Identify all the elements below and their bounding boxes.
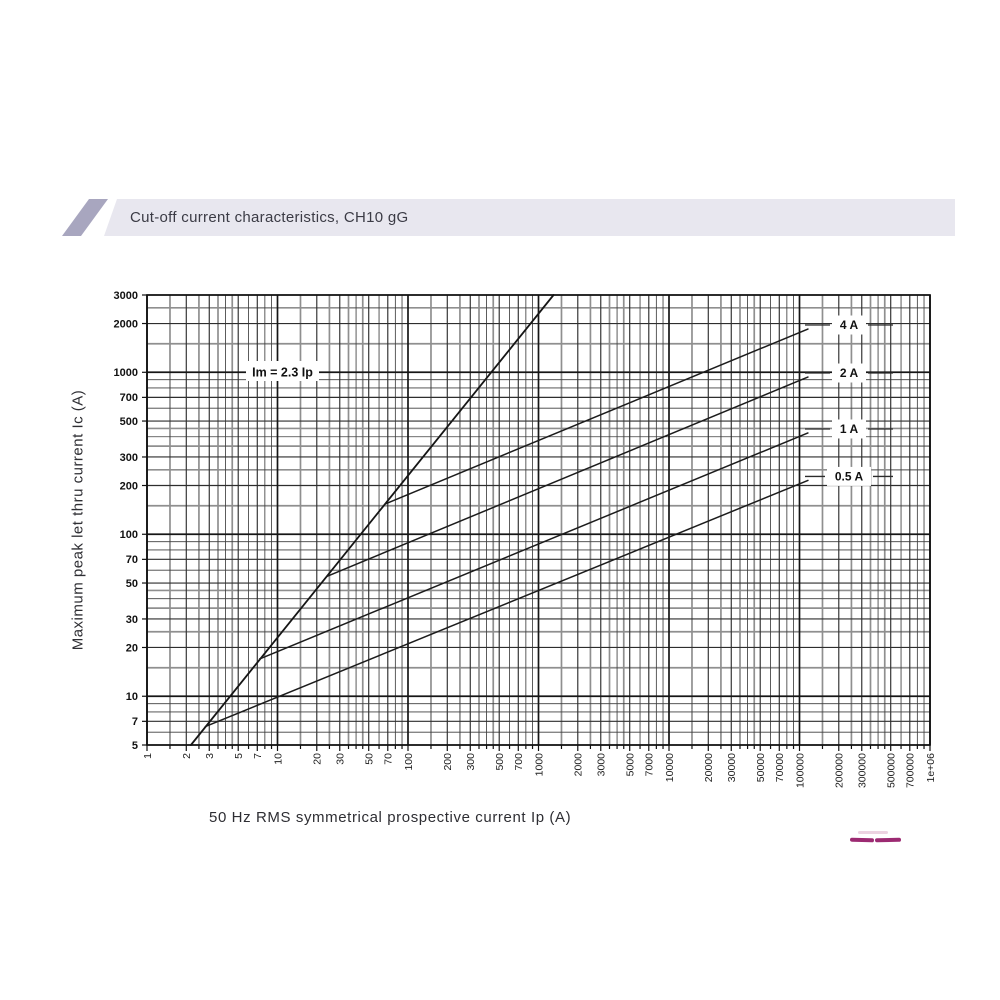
curve-label-4A: 4 A	[840, 318, 859, 332]
svg-text:30: 30	[126, 614, 138, 626]
svg-text:50: 50	[364, 753, 376, 765]
svg-text:2000: 2000	[573, 753, 585, 777]
svg-text:500: 500	[494, 753, 506, 771]
svg-text:5000: 5000	[625, 753, 637, 777]
svg-text:70000: 70000	[774, 753, 786, 782]
y-axis-title: Maximum peak let thru current Ic (A)	[69, 389, 87, 651]
svg-text:1000: 1000	[114, 367, 138, 379]
svg-text:100: 100	[403, 753, 415, 771]
svg-text:50000: 50000	[755, 753, 767, 782]
svg-text:20: 20	[312, 753, 324, 765]
svg-text:10000: 10000	[664, 753, 676, 782]
svg-text:2000: 2000	[114, 318, 138, 330]
section-title: Cut-off current characteristics, CH10 gG	[130, 209, 409, 226]
curve-0.5A	[204, 479, 809, 728]
partial-logo-mark	[848, 828, 904, 846]
svg-text:30: 30	[335, 753, 347, 765]
svg-text:3000: 3000	[596, 753, 608, 777]
svg-text:700: 700	[513, 753, 525, 771]
plot-border	[146, 294, 931, 746]
svg-text:3: 3	[204, 753, 216, 759]
svg-text:1e+06: 1e+06	[925, 753, 937, 783]
svg-text:200: 200	[120, 480, 138, 492]
curve-labels: 4 A 2 A 1 A 0.5 A	[805, 315, 893, 486]
svg-text:7: 7	[252, 753, 264, 759]
svg-text:300000: 300000	[857, 753, 869, 788]
svg-text:700000: 700000	[905, 753, 917, 788]
svg-text:300: 300	[465, 753, 477, 771]
reference-line-label: Im = 2.3 Ip	[246, 361, 319, 381]
logo-fragment-stroke-left	[849, 837, 875, 842]
curve-label-1A: 1 A	[840, 422, 859, 436]
svg-text:5: 5	[132, 740, 138, 752]
curve-4A	[384, 328, 809, 505]
svg-text:700: 700	[120, 392, 138, 404]
svg-text:70: 70	[383, 753, 395, 765]
series-curves	[204, 328, 809, 728]
svg-text:20000: 20000	[703, 753, 715, 782]
x-axis-title: 50 Hz RMS symmetrical prospective curren…	[209, 809, 572, 826]
svg-text:20: 20	[126, 642, 138, 654]
curve-1A	[258, 432, 809, 660]
section-header-banner: Cut-off current characteristics, CH10 gG	[104, 199, 955, 236]
svg-text:50: 50	[126, 578, 138, 590]
svg-text:500000: 500000	[886, 753, 898, 788]
svg-text:10: 10	[272, 753, 284, 765]
logo-fragment-faint-stroke	[858, 831, 888, 834]
curve-label-2A: 2 A	[840, 366, 859, 380]
reference-line	[190, 294, 555, 746]
svg-text:500: 500	[120, 416, 138, 428]
svg-text:3000: 3000	[114, 290, 138, 302]
svg-text:2: 2	[181, 753, 193, 759]
svg-text:Im = 2.3 Ip: Im = 2.3 Ip	[252, 366, 313, 380]
curve-label-0.5A: 0.5 A	[835, 470, 864, 484]
svg-text:200000: 200000	[834, 753, 846, 788]
svg-text:7: 7	[132, 716, 138, 728]
curve-2A	[326, 376, 809, 578]
svg-text:1000: 1000	[533, 753, 545, 777]
svg-text:100000: 100000	[794, 753, 806, 788]
svg-text:70: 70	[126, 554, 138, 566]
svg-text:10: 10	[126, 691, 138, 703]
svg-text:200: 200	[442, 753, 454, 771]
svg-text:300: 300	[120, 452, 138, 464]
svg-text:5: 5	[233, 753, 245, 759]
x-tick-labels: 1 2 3 5 7 10 20 30 50 70 100 200 300 500 700 1000 2000 30…	[142, 753, 937, 788]
svg-text:1: 1	[142, 753, 154, 759]
y-tick-labels: 5 7 10 20 30 50 70 100 200 300 500 700 1000 2000 3000	[114, 290, 138, 752]
svg-text:30000: 30000	[726, 753, 738, 782]
logo-fragment-stroke-right	[874, 837, 902, 842]
svg-text:7000: 7000	[644, 753, 656, 777]
svg-text:100: 100	[120, 529, 138, 541]
